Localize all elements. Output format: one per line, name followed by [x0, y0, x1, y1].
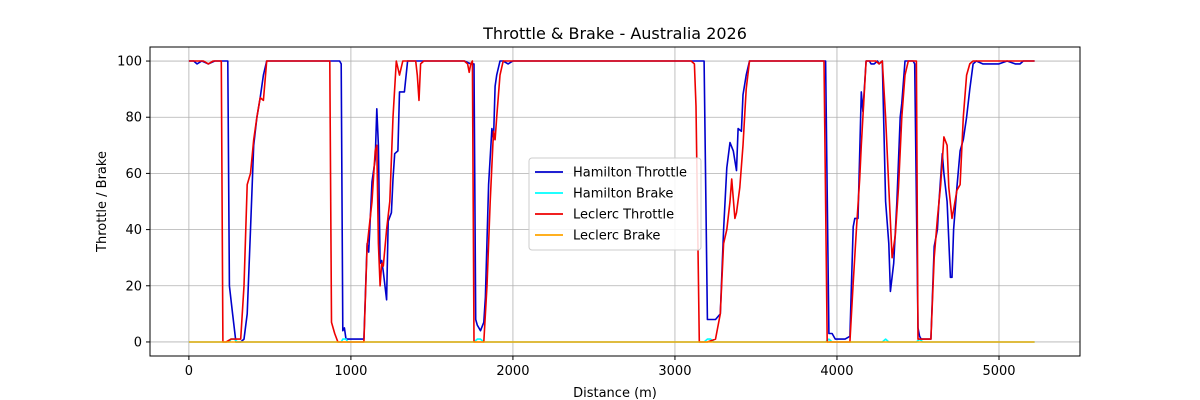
plot-frame — [149, 46, 1081, 357]
legend-label-2: Leclerc Throttle — [573, 208, 674, 223]
y-tick-label: 0 — [134, 335, 142, 350]
x-axis-label: Distance (m) — [573, 386, 657, 400]
series-line-0 — [188, 60, 1035, 343]
y-axis-label: Throttle / Brake — [95, 151, 110, 253]
legend-label-3: Leclerc Brake — [573, 229, 660, 244]
series-lines — [188, 60, 1035, 343]
chart-title: Throttle & Brake - Australia 2026 — [482, 24, 747, 43]
y-tick-label: 100 — [117, 55, 142, 70]
x-tick-label: 2000 — [496, 364, 529, 379]
legend-label-0: Hamilton Throttle — [573, 166, 687, 181]
series-line-2 — [188, 60, 1035, 343]
x-tick-label: 4000 — [820, 364, 853, 379]
x-tick-label: 3000 — [658, 364, 691, 379]
x-tick-label: 1000 — [334, 364, 367, 379]
y-tick-label: 80 — [125, 111, 142, 126]
y-tick-label: 40 — [125, 223, 142, 238]
y-tick-label: 20 — [125, 279, 142, 294]
y-tick-label: 60 — [125, 167, 142, 182]
legend-label-1: Hamilton Brake — [573, 187, 673, 202]
x-tick-label: 5000 — [982, 364, 1015, 379]
ticks: 0 1000 2000 3000 4000 5000 0 20 40 60 80 100 — [117, 55, 1015, 379]
x-tick-label: 0 — [185, 364, 193, 379]
legend: Hamilton Throttle Hamilton Brake Leclerc T… — [528, 157, 702, 251]
legend-box — [528, 157, 702, 251]
